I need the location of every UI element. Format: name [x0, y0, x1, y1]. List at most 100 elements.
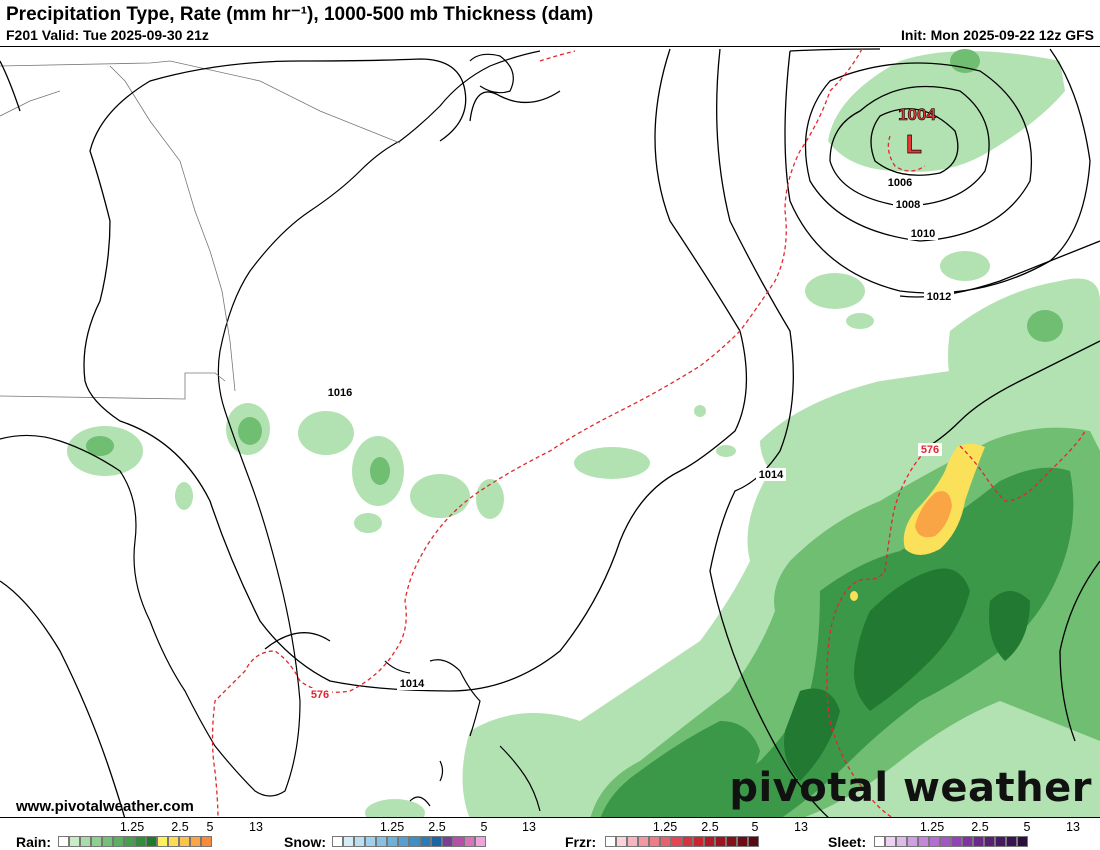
- legend-swatch: [1017, 836, 1028, 847]
- legend-rain: Rain: 1.25 2.5 5 13: [16, 818, 276, 850]
- legend-swatch: [605, 836, 616, 847]
- isobar-label-1014-east: 1014: [759, 469, 784, 481]
- coastline: [0, 50, 541, 812]
- legend-swatch: [693, 836, 704, 847]
- isobar-label-1010: 1010: [911, 228, 935, 240]
- legend-swatch: [616, 836, 627, 847]
- legend-swatch: [146, 836, 157, 847]
- legend-swatch: [58, 836, 69, 847]
- low-pressure-value: 1004: [898, 105, 936, 124]
- legend-swatch: [113, 836, 124, 847]
- isobars: [0, 48, 1100, 817]
- legend-tick: 1.25: [119, 820, 145, 834]
- legend-tick: 1.25: [652, 820, 678, 834]
- legend-swatch: [627, 836, 638, 847]
- legend-tick: 5: [751, 820, 759, 834]
- legend-tick: 1.25: [919, 820, 945, 834]
- legend-swatch: [80, 836, 91, 847]
- valid-time: F201 Valid: Tue 2025-09-30 21z: [6, 27, 209, 43]
- legend-swatch: [918, 836, 929, 847]
- legend-tick: 5: [206, 820, 214, 834]
- legend-swatch: [748, 836, 759, 847]
- contour-labels: 1006 1008 1010 1012 1014 1014 1016 576 5…: [308, 176, 954, 701]
- legend-label: Sleet:: [828, 834, 867, 850]
- legend-swatch: [398, 836, 409, 847]
- legend-frzr: Frzr: 1.25 2.5 5 13: [565, 818, 820, 850]
- legend-sleet: Sleet: 1.25 2.5 5 13: [828, 818, 1093, 850]
- legend-swatch: [179, 836, 190, 847]
- legend-swatch: [201, 836, 212, 847]
- low-pressure-letter: L: [906, 129, 922, 159]
- isobar-label-1016: 1016: [328, 387, 352, 399]
- legend-swatch: [332, 836, 343, 847]
- legend-swatch: [376, 836, 387, 847]
- legend-tick: 13: [1066, 820, 1080, 834]
- legend-swatch: [354, 836, 365, 847]
- legend-swatches: [874, 836, 1028, 848]
- legend-swatch: [135, 836, 146, 847]
- isobar-label-1012: 1012: [927, 291, 951, 303]
- legend-swatch: [442, 836, 453, 847]
- legend-swatch: [726, 836, 737, 847]
- website-credit: www.pivotalweather.com: [16, 798, 194, 815]
- legend-swatch: [1006, 836, 1017, 847]
- legend-swatch: [453, 836, 464, 847]
- legend-swatch: [91, 836, 102, 847]
- legend-swatch: [907, 836, 918, 847]
- isobar-label-1006: 1006: [888, 177, 912, 189]
- legend-tick: 5: [480, 820, 488, 834]
- legend-swatch: [431, 836, 442, 847]
- legend-swatch: [387, 836, 398, 847]
- legend-bar: Rain: 1.25 2.5 5 13 Snow: 1.25 2.5 5 13 …: [0, 818, 1100, 850]
- legend-swatches: [332, 836, 486, 848]
- legend-swatch: [157, 836, 168, 847]
- legend-tick: 2.5: [971, 820, 989, 834]
- legend-swatch: [69, 836, 80, 847]
- isobar-label-1008: 1008: [896, 199, 920, 211]
- legend-tick: 13: [794, 820, 808, 834]
- legend-swatch: [190, 836, 201, 847]
- legend-label: Frzr:: [565, 834, 597, 850]
- legend-swatch: [940, 836, 951, 847]
- legend-swatch: [671, 836, 682, 847]
- thickness-contours: [211, 48, 1086, 817]
- legend-swatch: [715, 836, 726, 847]
- rain-extreme-core: [915, 491, 952, 538]
- legend-swatch: [995, 836, 1006, 847]
- init-time: Init: Mon 2025-09-22 12z GFS: [901, 27, 1094, 43]
- legend-swatch: [638, 836, 649, 847]
- legend-swatch: [929, 836, 940, 847]
- legend-swatch: [896, 836, 907, 847]
- legend-swatch: [102, 836, 113, 847]
- state-borders: [0, 60, 401, 400]
- legend-tick: 13: [249, 820, 263, 834]
- legend-tick: 2.5: [171, 820, 189, 834]
- legend-swatch: [124, 836, 135, 847]
- legend-swatches: [58, 836, 212, 848]
- brand-logo: pivotal weather: [729, 765, 1092, 811]
- legend-swatch: [475, 836, 486, 847]
- legend-swatch: [409, 836, 420, 847]
- legend-swatch: [984, 836, 995, 847]
- legend-tick: 2.5: [701, 820, 719, 834]
- header: Precipitation Type, Rate (mm hr⁻¹), 1000…: [0, 0, 1100, 46]
- legend-tick: 5: [1023, 820, 1031, 834]
- weather-map[interactable]: 1006 1008 1010 1012 1014 1014 1016 576 5…: [0, 46, 1100, 818]
- legend-swatch: [682, 836, 693, 847]
- legend-swatch: [885, 836, 896, 847]
- legend-swatch: [168, 836, 179, 847]
- map-canvas: 1006 1008 1010 1012 1014 1014 1016 576 5…: [0, 48, 1100, 817]
- legend-swatch: [343, 836, 354, 847]
- legend-swatch: [464, 836, 475, 847]
- legend-tick: 1.25: [379, 820, 405, 834]
- legend-swatch: [420, 836, 431, 847]
- legend-swatch: [704, 836, 715, 847]
- thickness-label-576-west: 576: [311, 689, 329, 701]
- legend-tick: 13: [522, 820, 536, 834]
- legend-label: Rain:: [16, 834, 51, 850]
- isobar-label-1014-south: 1014: [400, 678, 425, 690]
- low-pressure-center: 1004 L: [898, 105, 937, 160]
- legend-swatch: [951, 836, 962, 847]
- legend-swatch: [365, 836, 376, 847]
- legend-swatch: [649, 836, 660, 847]
